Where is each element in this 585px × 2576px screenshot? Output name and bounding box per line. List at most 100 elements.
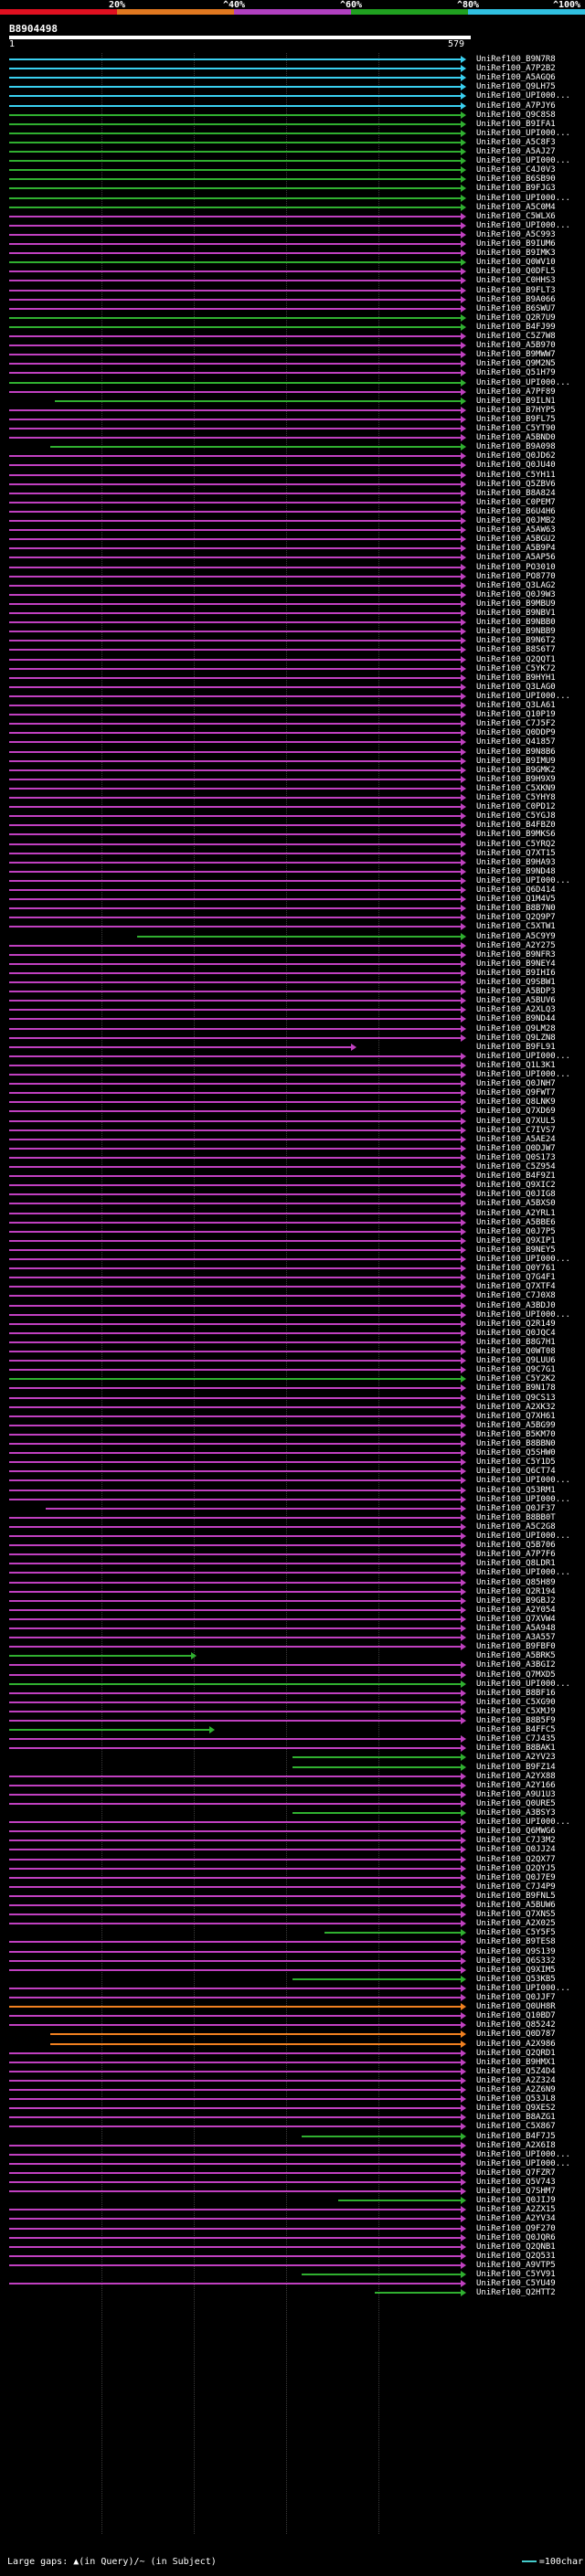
hit-row[interactable]: UniRef100_A5C993: [0, 230, 585, 239]
hit-accession-link[interactable]: UniRef100_B9A098: [476, 442, 556, 452]
alignment-bar[interactable]: [9, 981, 461, 983]
alignment-bar[interactable]: [9, 1248, 461, 1251]
alignment-bar[interactable]: [9, 1738, 461, 1741]
hit-accession-link[interactable]: UniRef100_A2XK32: [476, 1402, 556, 1412]
hit-row[interactable]: UniRef100_B6U4H6: [0, 507, 585, 516]
hit-accession-link[interactable]: UniRef100_B9ILN1: [476, 396, 556, 406]
hit-accession-link[interactable]: UniRef100_B9TES8: [476, 1937, 556, 1947]
hit-accession-link[interactable]: UniRef100_Q2QQT1: [476, 654, 556, 664]
hit-accession-link[interactable]: UniRef100_Q0UH8R: [476, 2002, 556, 2012]
hit-row[interactable]: UniRef100_UPI000...: [0, 1070, 585, 1079]
alignment-bar[interactable]: [9, 1036, 461, 1039]
alignment-bar[interactable]: [9, 1849, 461, 1851]
alignment-bar[interactable]: [9, 1156, 461, 1159]
hit-accession-link[interactable]: UniRef100_C5YU49: [476, 2279, 556, 2289]
alignment-bar[interactable]: [9, 2051, 461, 2054]
hit-accession-link[interactable]: UniRef100_C5XMJ9: [476, 1706, 556, 1716]
alignment-bar[interactable]: [9, 1424, 461, 1426]
hit-row[interactable]: UniRef100_A2Y275: [0, 941, 585, 950]
hit-row[interactable]: UniRef100_Q3LAG2: [0, 581, 585, 590]
hit-row[interactable]: UniRef100_UPI000...: [0, 91, 585, 101]
hit-accession-link[interactable]: UniRef100_C5Y1D5: [476, 1458, 556, 1468]
hit-accession-link[interactable]: UniRef100_C7J5F2: [476, 719, 556, 729]
hit-accession-link[interactable]: UniRef100_Q10BD7: [476, 2011, 556, 2021]
alignment-bar[interactable]: [9, 316, 461, 319]
alignment-bar[interactable]: [9, 631, 461, 633]
hit-accession-link[interactable]: UniRef100_B9HYH1: [476, 673, 556, 683]
hit-accession-link[interactable]: UniRef100_A5AE24: [476, 1134, 556, 1144]
alignment-bar[interactable]: [9, 1387, 461, 1390]
hit-accession-link[interactable]: UniRef100_A5C9Y9: [476, 931, 556, 941]
hit-accession-link[interactable]: UniRef100_Q9F270: [476, 2223, 556, 2233]
alignment-bar[interactable]: [9, 824, 461, 827]
alignment-bar[interactable]: [9, 1959, 461, 1962]
hit-accession-link[interactable]: UniRef100_B8B7N0: [476, 904, 556, 914]
alignment-bar[interactable]: [9, 658, 461, 661]
hit-row[interactable]: UniRef100_Q7XH61: [0, 1412, 585, 1421]
hit-accession-link[interactable]: UniRef100_Q2QRD1: [476, 2048, 556, 2058]
hit-accession-link[interactable]: UniRef100_A3BSY3: [476, 1808, 556, 1818]
hit-row[interactable]: UniRef100_A2Z6N9: [0, 2085, 585, 2094]
hit-accession-link[interactable]: UniRef100_Q1M4V5: [476, 895, 556, 905]
alignment-bar[interactable]: [9, 1055, 461, 1057]
hit-row[interactable]: UniRef100_Q9M2N5: [0, 359, 585, 368]
hit-row[interactable]: UniRef100_UPI000...: [0, 378, 585, 387]
alignment-bar[interactable]: [9, 723, 461, 726]
alignment-bar[interactable]: [9, 492, 461, 494]
hit-accession-link[interactable]: UniRef100_A2X025: [476, 1919, 556, 1929]
hit-row[interactable]: UniRef100_Q0JQR6: [0, 2233, 585, 2242]
hit-accession-link[interactable]: UniRef100_B9GBJ2: [476, 1595, 556, 1606]
alignment-bar[interactable]: [9, 2227, 461, 2230]
hit-accession-link[interactable]: UniRef100_Q7XUL5: [476, 1116, 556, 1126]
alignment-bar[interactable]: [292, 1977, 461, 1980]
hit-row[interactable]: UniRef100_Q9LM28: [0, 1024, 585, 1034]
hit-accession-link[interactable]: UniRef100_Q2QNB1: [476, 2242, 556, 2252]
hit-row[interactable]: UniRef100_B9FL75: [0, 415, 585, 424]
alignment-bar[interactable]: [9, 1525, 461, 1528]
hit-accession-link[interactable]: UniRef100_Q9S139: [476, 1946, 556, 1956]
hit-row[interactable]: UniRef100_Q8LDR1: [0, 1559, 585, 1568]
alignment-bar[interactable]: [9, 1129, 461, 1131]
hit-row[interactable]: UniRef100_Q5B706: [0, 1541, 585, 1550]
hit-row[interactable]: UniRef100_Q9F270: [0, 2224, 585, 2233]
hit-row[interactable]: UniRef100_Q6MWG6: [0, 1827, 585, 1836]
hit-accession-link[interactable]: UniRef100_B8A824: [476, 488, 556, 498]
alignment-bar[interactable]: [9, 104, 461, 107]
hit-accession-link[interactable]: UniRef100_B9IMU9: [476, 756, 556, 766]
hit-row[interactable]: UniRef100_Q7XD69: [0, 1107, 585, 1116]
hit-accession-link[interactable]: UniRef100_A5BRK5: [476, 1651, 556, 1661]
alignment-bar[interactable]: [9, 1784, 461, 1786]
alignment-bar[interactable]: [9, 917, 461, 919]
hit-accession-link[interactable]: UniRef100_A5BXS0: [476, 1199, 556, 1209]
hit-row[interactable]: UniRef100_Q7XUL5: [0, 1117, 585, 1126]
hit-row[interactable]: UniRef100_C4J0V3: [0, 165, 585, 175]
hit-row[interactable]: UniRef100_Q2HTT2: [0, 2288, 585, 2297]
alignment-bar[interactable]: [9, 1000, 461, 1002]
hit-row[interactable]: UniRef100_Q0URE5: [0, 1799, 585, 1808]
hit-row[interactable]: UniRef100_A2YV23: [0, 1753, 585, 1762]
hit-row[interactable]: UniRef100_C5Y2K2: [0, 1374, 585, 1383]
hit-row[interactable]: UniRef100_Q0WV10: [0, 258, 585, 267]
alignment-bar[interactable]: [9, 2254, 461, 2257]
hit-accession-link[interactable]: UniRef100_B9GMK2: [476, 765, 556, 775]
hit-accession-link[interactable]: UniRef100_B8AZG1: [476, 2113, 556, 2123]
alignment-bar[interactable]: [9, 2245, 461, 2248]
hit-accession-link[interactable]: UniRef100_Q0JJF7: [476, 1993, 556, 2002]
hit-row[interactable]: UniRef100_Q0JNH7: [0, 1079, 585, 1088]
alignment-bar[interactable]: [9, 685, 461, 688]
hit-accession-link[interactable]: UniRef100_Q9XIM5: [476, 1965, 556, 1975]
alignment-bar[interactable]: [9, 335, 461, 337]
alignment-bar[interactable]: [9, 1563, 461, 1565]
hit-row[interactable]: UniRef100_A2YX88: [0, 1772, 585, 1781]
hit-row[interactable]: UniRef100_A5BXS0: [0, 1199, 585, 1208]
hit-row[interactable]: UniRef100_A5AGQ6: [0, 73, 585, 82]
hit-row[interactable]: UniRef100_A9VTP5: [0, 2261, 585, 2270]
hit-accession-link[interactable]: UniRef100_B9NBV1: [476, 609, 556, 618]
hit-row[interactable]: UniRef100_B6SB90: [0, 175, 585, 184]
alignment-bar[interactable]: [9, 612, 461, 614]
hit-accession-link[interactable]: UniRef100_A2Y166: [476, 1780, 556, 1790]
hit-row[interactable]: UniRef100_Q5V743: [0, 2178, 585, 2187]
alignment-bar[interactable]: [9, 2107, 461, 2110]
hit-accession-link[interactable]: UniRef100_C5YGJ8: [476, 811, 556, 822]
hit-accession-link[interactable]: UniRef100_A2Z324: [476, 2075, 556, 2085]
